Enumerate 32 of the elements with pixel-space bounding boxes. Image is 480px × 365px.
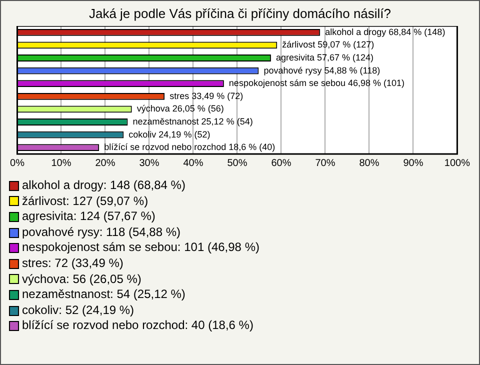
data-label: agresivita 57,67 % (124) — [276, 52, 374, 62]
data-label: stres 33,49 % (72) — [170, 90, 244, 101]
x-tick-label: 60% — [271, 158, 292, 169]
x-tick-label: 0% — [10, 158, 25, 169]
x-tick-label: 90% — [403, 158, 424, 169]
chart-title: Jaká je podle Vás příčina či příčiny domácího násilí? — [88, 6, 392, 23]
text: cokoliv: 52 (24,19 %) — [22, 302, 134, 318]
data-label: žárlivost 59,07 % (127) — [282, 40, 374, 50]
data-label: povahové rysy 54,88 % (118) — [264, 65, 380, 76]
data-label: blížící se rozvod nebo rozchod 18,6 % (40) — [104, 142, 276, 152]
text: nezaměstnanost: 54 (25,12 %) — [22, 287, 186, 303]
text: agresivita: 124 (57,67 %) — [22, 209, 156, 225]
x-tick-label: 30% — [139, 158, 160, 169]
x-tick-label: 50% — [227, 158, 248, 169]
text: nespokojenost sám se sebou: 101 (46,98 %) — [22, 240, 260, 256]
text: žárlivost: 127 (59,07 %) — [22, 194, 148, 210]
text: stres: 72 (33,49 %) — [22, 256, 124, 272]
data-label: nezaměstnanost 25,12 % (54) — [132, 116, 253, 126]
data-label: výchova 26,05 % (56) — [136, 104, 224, 114]
x-tick-label: 40% — [183, 158, 204, 169]
x-tick-label: 20% — [95, 158, 116, 169]
x-tick-label: 70% — [315, 158, 336, 169]
text: výchova: 56 (26,05 %) — [22, 272, 142, 288]
x-tick-label: 10% — [51, 158, 72, 169]
data-label: alkohol a drogy 68,84 % (148) — [325, 26, 446, 37]
x-tick-label: 100% — [444, 158, 470, 169]
text: alkohol a drogy: 148 (68,84 %) — [22, 178, 186, 194]
x-tick-label: 80% — [359, 158, 380, 169]
text: blížící se rozvod nebo rozchod: 40 (18,6 %) — [22, 318, 254, 334]
data-label: nespokojenost sám se sebou 46,98 % (101) — [228, 78, 405, 88]
data-label: cokoliv 24,19 % (52) — [128, 129, 210, 140]
text: povahové rysy: 118 (54,88 %) — [22, 224, 181, 240]
